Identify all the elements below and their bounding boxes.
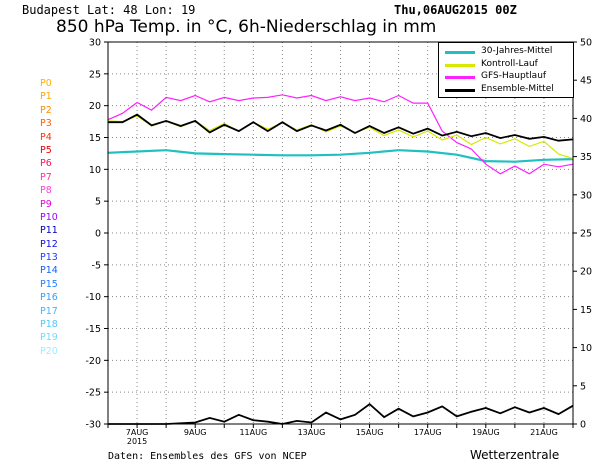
- y-left-tick-label: 5: [95, 197, 101, 208]
- legend-entry: GFS-Hauptlauf: [439, 71, 573, 83]
- data-source-label: Daten: Ensembles des GFS von NCEP: [108, 451, 307, 462]
- x-tick-label: 11AUG: [239, 428, 267, 437]
- run-time-label: Thu,06AUG2015 00Z: [394, 3, 517, 17]
- ensemble-member-label: P20: [40, 345, 58, 357]
- y-left-tick-label: -30: [85, 420, 101, 431]
- y-left-tick-label: 10: [89, 165, 101, 176]
- y-right-tick-label: 20: [580, 267, 592, 278]
- x-tick-label: 21AUG: [530, 428, 558, 437]
- ensemble-member-label: P3: [40, 118, 52, 130]
- y-left-tick-label: -10: [85, 292, 101, 303]
- x-tick-label: 7AUG: [126, 428, 149, 437]
- y-right-tick-label: 25: [580, 229, 592, 240]
- y-right-tick-label: 35: [580, 152, 592, 163]
- legend-swatch: [445, 51, 475, 54]
- y-right-tick-label: 10: [580, 343, 592, 354]
- x-tick-label: 13AUG: [298, 428, 326, 437]
- ensemble-member-label: P19: [40, 332, 58, 344]
- ensemble-member-label: P18: [40, 319, 58, 331]
- ensemble-member-label: P7: [40, 171, 52, 183]
- y-left-tick-label: 15: [89, 133, 101, 144]
- y-right-tick-label: 30: [580, 190, 592, 201]
- legend: 30-Jahres-Mittel Kontroll-Lauf GFS-Hauptla…: [438, 42, 574, 98]
- y-left-tick-label: -15: [85, 324, 101, 335]
- legend-swatch: [445, 63, 475, 67]
- x-tick-label: 9AUG: [184, 428, 207, 437]
- legend-label: Ensemble-Mittel: [481, 83, 554, 94]
- credit-label: Wetterzentrale: [470, 448, 560, 462]
- chart-title: 850 hPa Temp. in °C, 6h-Niederschlag in …: [56, 17, 437, 37]
- ensemble-member-label: P8: [40, 185, 52, 197]
- legend-swatch: [445, 76, 475, 79]
- ensemble-member-label: P13: [40, 252, 58, 264]
- legend-swatch: [445, 88, 475, 92]
- y-left-tick-label: 30: [89, 38, 101, 49]
- y-right-tick-label: 5: [580, 381, 586, 392]
- ensemble-member-label: P10: [40, 211, 58, 223]
- ensemble-member-label: P14: [40, 265, 58, 277]
- ensemble-member-label: P0: [40, 78, 52, 89]
- y-right-tick-label: 50: [580, 38, 592, 49]
- legend-entry: 30-Jahres-Mittel: [439, 46, 573, 58]
- x-tick-label: 19AUG: [472, 428, 500, 437]
- ensemble-member-label: P6: [40, 158, 52, 170]
- y-left-tick-label: 20: [89, 101, 101, 112]
- series-layer: [107, 94, 574, 425]
- y-right-tick-label: 45: [580, 76, 592, 87]
- y-left-tick-label: -5: [92, 260, 101, 271]
- ensemble-member-label: P17: [40, 305, 58, 317]
- ensemble-member-label: P11: [40, 225, 58, 237]
- series-line-ensemble-mittel: [108, 113, 574, 142]
- location-label: Budapest Lat: 48 Lon: 19: [22, 3, 196, 17]
- ensemble-member-label: P2: [40, 104, 52, 116]
- legend-label: 30-Jahres-Mittel: [481, 46, 553, 56]
- y-left-tick-label: 0: [95, 229, 101, 240]
- legend-entry: Kontroll-Lauf: [439, 59, 573, 71]
- series-line-gfs-hauptlauf: [107, 94, 574, 175]
- series-line-30-jahres-mittel: [107, 149, 574, 163]
- x-tick-label: 15AUG: [356, 428, 384, 437]
- y-right-tick-label: 15: [580, 305, 592, 316]
- legend-entry: Ensemble-Mittel: [439, 84, 573, 96]
- ensemble-member-label: P15: [40, 278, 58, 290]
- legend-label: Kontroll-Lauf: [481, 58, 538, 69]
- ensemble-member-label: P1: [40, 91, 52, 103]
- ensemble-member-label: P12: [40, 238, 58, 250]
- ensemble-member-label: P16: [40, 292, 58, 304]
- ensemble-member-label: P4: [40, 131, 52, 143]
- series-line-ensemble-mittel-niederschlag: [108, 402, 574, 425]
- ensemble-member-label: P9: [40, 198, 52, 210]
- x-tick-label: 17AUG: [414, 428, 442, 437]
- legend-label: GFS-Hauptlauf: [481, 71, 547, 81]
- ensemble-member-label: P5: [40, 144, 52, 156]
- y-left-tick-label: -25: [85, 388, 101, 399]
- y-left-tick-label: -20: [85, 356, 101, 367]
- ensemble-member-list: P0 P1 P2 P3 P4 P5 P6 P7 P8 P9 P10 P11 P12 P13 P14 P15 P1…: [40, 77, 58, 358]
- y-left-tick-label: 25: [89, 69, 101, 80]
- grid-lines: [108, 42, 573, 424]
- x-year-label: 2015: [127, 437, 147, 446]
- y-right-tick-label: 0: [580, 420, 586, 431]
- y-right-tick-label: 40: [580, 114, 592, 125]
- axis-ticks: -30 -25 -20 -15 -10 -5 0 5 10 15 20 25 30 0 5 10 15 20 25 3…: [85, 38, 592, 447]
